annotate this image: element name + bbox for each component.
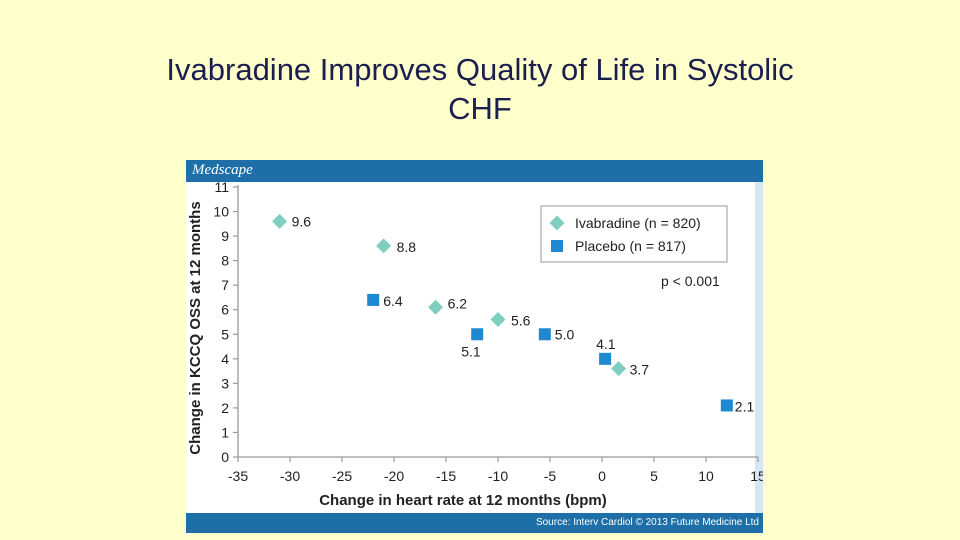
p-value-annotation: p < 0.001	[661, 273, 720, 289]
medscape-logo: Medscape	[192, 162, 253, 178]
slide-title-line-1: Ivabradine Improves Quality of Life in S…	[166, 52, 794, 87]
y-tick-label: 3	[221, 375, 229, 391]
legend-box	[540, 205, 728, 263]
placebo-data-label: 2.1	[735, 398, 755, 414]
placebo-data-label: 4.1	[596, 336, 616, 352]
x-tick-label: -30	[280, 468, 300, 484]
slide-title-line-2: CHF	[448, 91, 512, 126]
y-tick-label: 1	[221, 424, 229, 440]
y-tick-label: 0	[221, 449, 229, 465]
y-tick-label: 4	[221, 351, 229, 367]
placebo-point	[720, 399, 733, 412]
placebo-data-label: 5.0	[555, 326, 575, 342]
ivabradine-data-label: 5.6	[511, 313, 531, 329]
ivabradine-data-label: 3.7	[630, 362, 650, 378]
slide-title: Ivabradine Improves Quality of Life in S…	[0, 50, 960, 128]
scatter-chart: 0 1 2 3 4 5 6 7 8 9 10 11 -35 -30 -25 -20 -15 -10 -5 0 5 10 15…	[187, 179, 763, 509]
x-axis-label: Change in heart rate at 12 months (bpm)	[319, 492, 607, 509]
x-tick-label: -10	[488, 468, 508, 484]
ivabradine-data-label: 6.2	[448, 295, 468, 311]
ivabradine-point	[272, 213, 288, 229]
x-tick-label: -20	[384, 468, 404, 484]
y-axis-label: Change in KCCQ OSS at 12 months	[187, 201, 204, 454]
placebo-point	[367, 293, 380, 306]
y-tick-label: 5	[221, 326, 229, 342]
placebo-data-label: 6.4	[383, 293, 403, 309]
y-tick-label: 2	[221, 400, 229, 416]
x-tick-label: 10	[698, 468, 714, 484]
placebo-point	[471, 328, 484, 341]
ivabradine-data-label: 8.8	[397, 239, 417, 255]
placebo-data-label: 5.1	[461, 343, 481, 359]
source-credit: Source: Interv Cardiol © 2013 Future Med…	[535, 517, 759, 528]
x-tick-label: -15	[436, 468, 456, 484]
figure-footer-bar: Source: Interv Cardiol © 2013 Future Med…	[186, 513, 763, 533]
x-tick-label: 15	[750, 468, 763, 484]
legend-ivabradine-marker	[549, 215, 565, 231]
y-tick-label: 10	[213, 204, 229, 220]
legend-placebo-marker	[551, 240, 563, 252]
y-tick-label: 11	[214, 179, 229, 195]
y-tick-label: 7	[221, 277, 229, 293]
x-tick-label: 0	[598, 468, 606, 484]
placebo-point	[538, 328, 551, 341]
ivabradine-data-label: 9.6	[292, 213, 312, 229]
placebo-point	[599, 352, 612, 365]
ivabradine-point	[611, 361, 627, 377]
ivabradine-point	[376, 238, 392, 254]
x-tick-label: -5	[544, 468, 557, 484]
x-tick-label: -35	[228, 468, 248, 484]
x-tick-label: -25	[332, 468, 352, 484]
ivabradine-point	[490, 312, 506, 328]
legend-ivabradine-label: Ivabradine (n = 820)	[575, 215, 701, 231]
y-tick-label: 9	[221, 228, 229, 244]
chart-figure: Medscape 0 1 2 3 4 5 6 7 8 9 10 11 -35 -30 -25 -20 -15 -1…	[186, 160, 763, 533]
figure-header-bar: Medscape	[186, 160, 763, 182]
y-tick-label: 6	[221, 302, 229, 318]
legend-placebo-label: Placebo (n = 817)	[575, 238, 686, 254]
y-tick-label: 8	[221, 253, 229, 269]
x-tick-label: 5	[650, 468, 658, 484]
ivabradine-point	[428, 299, 444, 315]
